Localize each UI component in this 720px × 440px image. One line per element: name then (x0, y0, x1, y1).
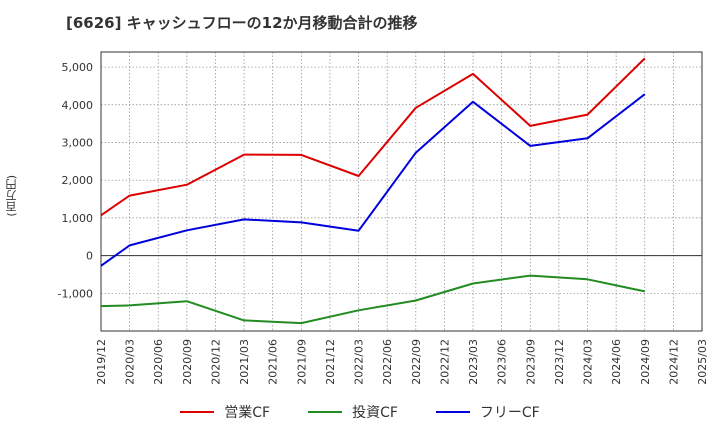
y-tick-label: 1,000 (62, 212, 94, 225)
legend: 営業CF 投資CF フリーCF (0, 402, 720, 422)
legend-swatch (435, 411, 470, 413)
line-chart: 2019/12 2020/03 2020/06 2020/09 2020/12 2021/… (58, 51, 709, 385)
x-tick-label: 2024/06 (610, 339, 623, 385)
chart-title: [6626] キャッシュフローの12か月移動合計の推移 (66, 14, 418, 32)
x-tick-label: 2025/03 (696, 339, 709, 385)
x-tick-label: 2023/12 (553, 339, 566, 385)
x-tick-label: 2023/06 (496, 339, 509, 385)
x-tick-label: 2023/03 (467, 339, 480, 385)
x-tick-label: 2020/12 (209, 339, 222, 385)
tick-layer: 2019/12 2020/03 2020/06 2020/09 2020/12 2021/… (58, 61, 709, 385)
legend-swatch (180, 411, 215, 413)
series-line (100, 93, 646, 267)
x-tick-label: 2021/06 (267, 339, 280, 385)
legend-item-investing-cf: 投資CF (308, 402, 398, 422)
legend-item-free-cf: フリーCF (435, 402, 540, 422)
y-tick-label: 5,000 (62, 61, 94, 74)
legend-item-operating-cf: 営業CF (180, 402, 270, 422)
x-tick-label: 2024/03 (582, 339, 595, 385)
y-tick-label: 4,000 (62, 99, 94, 112)
legend-label: フリーCF (479, 405, 540, 421)
x-tick-label: 2022/06 (381, 339, 394, 385)
y-tick-label: 0 (86, 250, 93, 263)
x-tick-label: 2023/09 (524, 339, 537, 385)
series-layer (100, 57, 646, 325)
y-tick-label: 2,000 (62, 174, 94, 187)
legend-label: 営業CF (224, 405, 271, 421)
x-tick-label: 2024/12 (667, 339, 680, 385)
x-tick-label: 2022/09 (410, 339, 423, 385)
x-tick-label: 2021/03 (238, 339, 251, 385)
x-tick-label: 2021/12 (324, 339, 337, 385)
x-tick-label: 2021/09 (295, 339, 308, 385)
x-tick-label: 2020/09 (181, 339, 194, 385)
x-tick-label: 2022/12 (438, 339, 451, 385)
legend-swatch (308, 411, 343, 413)
x-tick-label: 2019/12 (95, 339, 108, 385)
x-tick-label: 2022/03 (353, 339, 366, 385)
plot-frame (100, 51, 703, 332)
series-line (100, 274, 646, 325)
x-tick-label: 2020/03 (124, 339, 137, 385)
grid-layer (100, 51, 703, 332)
x-tick-label: 2020/06 (152, 339, 165, 385)
series-line (100, 57, 646, 217)
y-tick-label: 3,000 (62, 136, 94, 149)
legend-label: 投資CF (352, 405, 398, 421)
y-tick-label: -1,000 (58, 287, 93, 300)
x-tick-label: 2024/09 (639, 339, 652, 385)
